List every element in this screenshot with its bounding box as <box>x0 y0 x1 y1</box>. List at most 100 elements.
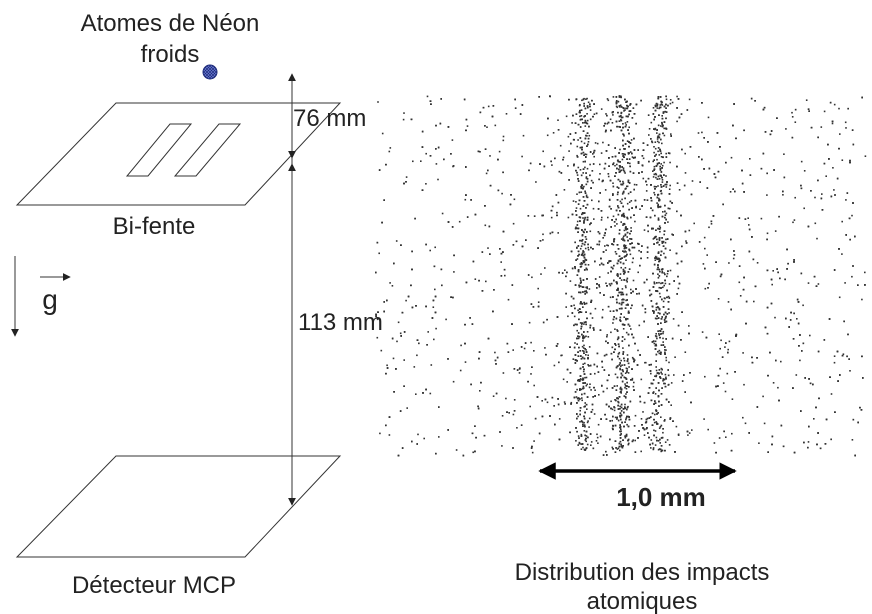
impact-dot <box>662 216 664 218</box>
impact-dot <box>464 324 466 326</box>
impact-dot <box>583 371 585 373</box>
impact-dot <box>583 323 585 325</box>
impact-dot <box>785 128 787 130</box>
impact-dot <box>839 374 841 376</box>
impact-dot <box>658 449 660 451</box>
impact-dot <box>623 358 625 360</box>
impact-dot <box>649 417 651 419</box>
impact-dot <box>576 247 578 249</box>
impact-dot <box>584 217 586 219</box>
impact-dot <box>611 283 613 285</box>
impact-dot <box>410 285 412 287</box>
impact-dot <box>618 161 620 163</box>
impact-dot <box>576 360 578 362</box>
impact-dot <box>637 272 639 274</box>
impact-dot <box>659 238 661 240</box>
impact-dot <box>598 284 600 286</box>
impact-dot <box>679 189 681 191</box>
impact-dot <box>749 251 751 253</box>
impact-dot <box>567 165 569 167</box>
impact-dot <box>602 309 604 311</box>
impact-dot <box>687 431 689 433</box>
impact-dot <box>573 305 575 307</box>
impact-dot <box>590 444 592 446</box>
impact-dot <box>579 110 581 112</box>
impact-dot <box>740 295 742 297</box>
impact-dot <box>594 373 596 375</box>
impact-dot <box>642 165 644 167</box>
impact-dot <box>717 132 719 134</box>
impact-dot <box>584 143 586 145</box>
impact-dot <box>377 101 379 103</box>
impact-dot <box>621 130 623 132</box>
impact-dot <box>585 138 587 140</box>
impact-dot <box>625 188 627 190</box>
impact-dot <box>587 355 589 357</box>
impact-dot <box>634 343 636 345</box>
impact-dot <box>487 247 489 249</box>
impact-dot <box>829 318 831 320</box>
impact-dot <box>674 451 676 453</box>
impact-dot <box>628 146 630 148</box>
impact-dot <box>620 377 622 379</box>
impact-dot <box>576 418 578 420</box>
impact-dot <box>662 282 664 284</box>
impact-dot <box>670 270 672 272</box>
impact-dot <box>666 99 668 101</box>
impact-dot <box>585 108 587 110</box>
impact-dot <box>834 362 836 364</box>
impact-dot <box>593 327 595 329</box>
impact-dot <box>620 419 622 421</box>
impact-dot <box>619 450 621 452</box>
impact-dot <box>857 422 859 424</box>
impact-dot <box>611 420 613 422</box>
impact-dot <box>502 415 504 417</box>
impact-dot <box>605 229 607 231</box>
impact-dot <box>615 425 617 427</box>
impact-dot <box>570 133 572 135</box>
impact-dot <box>653 286 655 288</box>
impact-dot <box>574 266 576 268</box>
impact-dot <box>669 188 671 190</box>
impact-dot <box>841 253 843 255</box>
impact-dot <box>612 429 614 431</box>
impact-dot <box>845 199 847 201</box>
impact-dot <box>585 236 587 238</box>
impact-dot <box>617 288 619 290</box>
impact-dot <box>387 367 389 369</box>
impact-dot <box>617 186 619 188</box>
impact-dot <box>773 382 775 384</box>
impact-dot <box>610 130 612 132</box>
impact-dot <box>582 340 584 342</box>
impact-dot <box>617 330 619 332</box>
impact-dot <box>564 401 566 403</box>
impact-dot <box>551 210 553 212</box>
impact-dot <box>653 435 655 437</box>
impact-dot <box>547 402 549 404</box>
impact-dot <box>628 152 630 154</box>
impact-dot <box>676 211 678 213</box>
impact-dot <box>707 187 709 189</box>
impact-dot <box>661 445 663 447</box>
impact-dot <box>667 369 669 371</box>
impact-dot <box>647 199 649 201</box>
impact-dot <box>630 217 632 219</box>
impact-dot <box>714 442 716 444</box>
impact-dot <box>778 216 780 218</box>
impact-dot <box>792 387 794 389</box>
impact-dot <box>715 261 717 263</box>
impact-dot <box>655 177 657 179</box>
impact-dot <box>621 166 623 168</box>
impact-dot <box>505 398 507 400</box>
impact-dot <box>625 122 627 124</box>
impact-dot <box>621 279 623 281</box>
impact-dot <box>601 217 603 219</box>
impact-dot <box>801 188 803 190</box>
impact-dot <box>661 115 663 117</box>
impact-dot <box>484 205 486 207</box>
impact-dot <box>626 382 628 384</box>
impact-dot <box>604 235 606 237</box>
impact-dot <box>721 274 723 276</box>
impact-dot <box>788 326 790 328</box>
impact-dot <box>664 121 666 123</box>
